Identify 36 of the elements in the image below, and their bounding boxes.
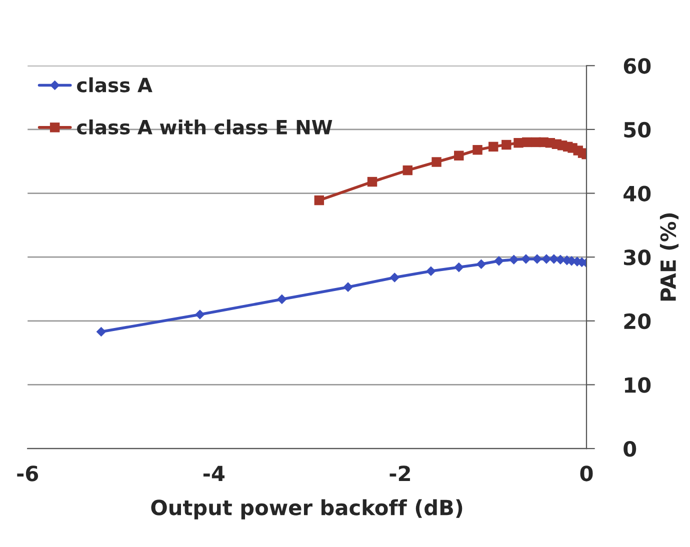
point [522,137,532,148]
point [476,259,486,270]
y-tick-label: 50 [624,122,651,138]
point [454,262,464,272]
point [96,326,106,337]
y-tick-label: 0 [624,440,636,457]
point [502,140,512,150]
x-tick-label: -6 [17,466,38,482]
x-tick-label: -2 [390,466,410,482]
point [276,294,287,304]
point [367,176,378,187]
y-axis-title: PAE (%) [660,213,679,301]
point [402,165,413,176]
point [195,310,205,320]
point [508,254,519,265]
x-tick-label: -4 [203,466,225,482]
point [454,150,464,160]
point [390,272,400,282]
point [472,145,482,155]
x-tick-label: 0 [580,466,593,482]
legend-label: class A [77,77,152,92]
point [488,142,498,152]
point [426,266,436,276]
point [343,282,353,292]
y-tick-label: 10 [624,377,651,393]
y-tick-label: 30 [624,250,651,266]
point [494,256,504,266]
y-tick-label: 60 [624,58,651,74]
point [314,195,324,206]
legend-label: class A with class E NW [77,119,332,135]
point [532,254,542,264]
point [521,254,531,264]
y-tick-label: 40 [624,186,651,202]
y-tick-label: 20 [624,313,651,330]
x-axis-title: Output power backoff (dB) [151,499,462,520]
point [432,157,442,167]
